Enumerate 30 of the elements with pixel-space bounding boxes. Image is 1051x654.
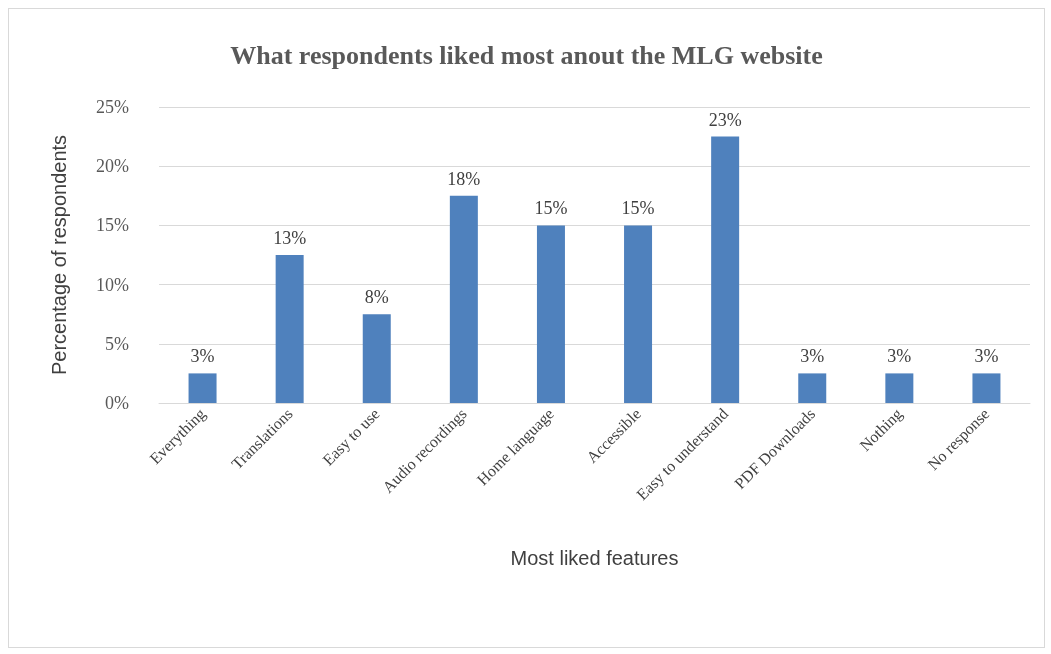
bar (885, 373, 914, 403)
bar (449, 195, 478, 403)
y-tick-label: 10% (96, 274, 129, 295)
bar (536, 225, 565, 403)
bar (711, 136, 740, 403)
y-tick-label: 5% (105, 333, 129, 354)
data-label: 8% (364, 287, 389, 308)
y-tick-label: 25% (96, 97, 129, 117)
data-label: 3% (887, 346, 912, 367)
chart-title: What respondents liked most anout the MLG website (230, 40, 823, 70)
data-label: 15% (621, 198, 655, 219)
data-label: 18% (447, 168, 481, 189)
data-label: 3% (974, 346, 999, 367)
y-tick-label: 20% (96, 156, 129, 177)
bar (624, 225, 653, 403)
y-tick-label: 15% (96, 215, 129, 236)
y-tick-label: 0% (105, 393, 129, 413)
data-label: 3% (800, 346, 825, 367)
bar (275, 255, 304, 403)
y-axis-title: Percentage of respondents (48, 134, 70, 376)
data-label: 15% (534, 198, 568, 219)
x-axis-title: Most liked features (510, 547, 679, 569)
bar (972, 373, 1001, 403)
bar (798, 373, 827, 403)
x-tick-label: Easy to use (319, 404, 384, 470)
bar (362, 314, 391, 403)
data-label: 13% (273, 228, 307, 248)
bar (188, 373, 217, 403)
data-label: 23% (708, 109, 742, 130)
data-label: 3% (190, 346, 215, 367)
